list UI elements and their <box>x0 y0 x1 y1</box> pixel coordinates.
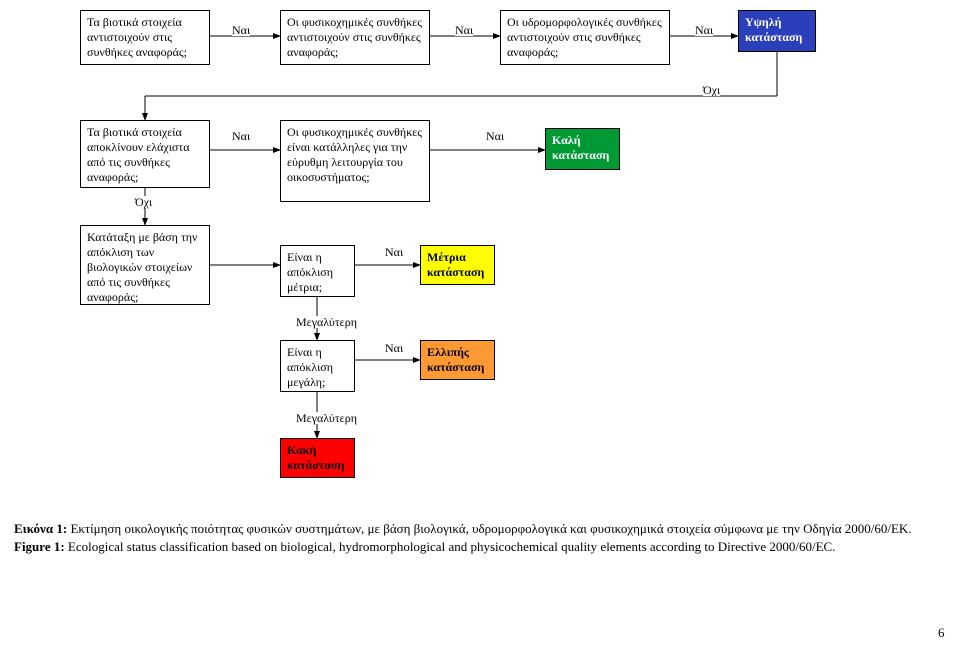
label-yes-r4: Ναι <box>385 342 403 354</box>
label-no-r2: Όχι <box>135 196 152 208</box>
node-r3-moderate-q: Είναι η απόκλιση μέτρια; <box>280 245 355 297</box>
page-number: 6 <box>938 625 945 641</box>
label-yes-r2a: Ναι <box>232 130 250 142</box>
node-status-good: Καλή κατάσταση <box>545 128 620 170</box>
node-r1-biotic: Τα βιοτικά στοιχεία αντιστοιχούν στις συ… <box>80 10 210 65</box>
node-r1-hydromorph: Οι υδρομορφολογικές συνθήκες αντιστοιχού… <box>500 10 670 65</box>
node-r1-physchem: Οι φυσικοχημικές συνθήκες αντιστοιχούν σ… <box>280 10 430 65</box>
label-yes-1: Ναι <box>232 24 250 36</box>
figure-caption: Εικόνα 1: Εκτίμηση οικολογικής ποιότητας… <box>14 520 944 555</box>
node-status-bad: Κακή κατάσταση <box>280 438 355 478</box>
caption-gr-text: Εκτίμηση οικολογικής ποιότητας φυσικών σ… <box>67 521 911 536</box>
label-yes-r3: Ναι <box>385 246 403 258</box>
caption-en-text: Ecological status classification based o… <box>65 539 836 554</box>
caption-en-prefix: Figure 1: <box>14 539 65 554</box>
label-yes-2: Ναι <box>455 24 473 36</box>
label-greater-1: Μεγαλύτερη <box>296 316 357 328</box>
node-status-high: Υψηλή κατάσταση <box>738 10 816 52</box>
diagram-canvas: Τα βιοτικά στοιχεία αντιστοιχούν στις συ… <box>0 0 960 646</box>
label-no-top: Όχι <box>703 84 720 96</box>
label-greater-2: Μεγαλύτερη <box>296 412 357 424</box>
label-yes-3: Ναι <box>695 24 713 36</box>
node-r3-ranking: Κατάταξη με βάση την απόκλιση των βιολογ… <box>80 225 210 305</box>
node-r2-physchem: Οι φυσικοχημικές συνθήκες είναι κατάλληλ… <box>280 120 430 202</box>
label-yes-r2b: Ναι <box>486 130 504 142</box>
node-status-poor: Ελλιπής κατάσταση <box>420 340 495 380</box>
node-status-moderate: Μέτρια κατάσταση <box>420 245 495 285</box>
caption-gr-prefix: Εικόνα 1: <box>14 521 67 536</box>
node-r2-biotic: Τα βιοτικά στοιχεία αποκλίνουν ελάχιστα … <box>80 120 210 188</box>
node-r4-large-q: Είναι η απόκλιση μεγάλη; <box>280 340 355 392</box>
